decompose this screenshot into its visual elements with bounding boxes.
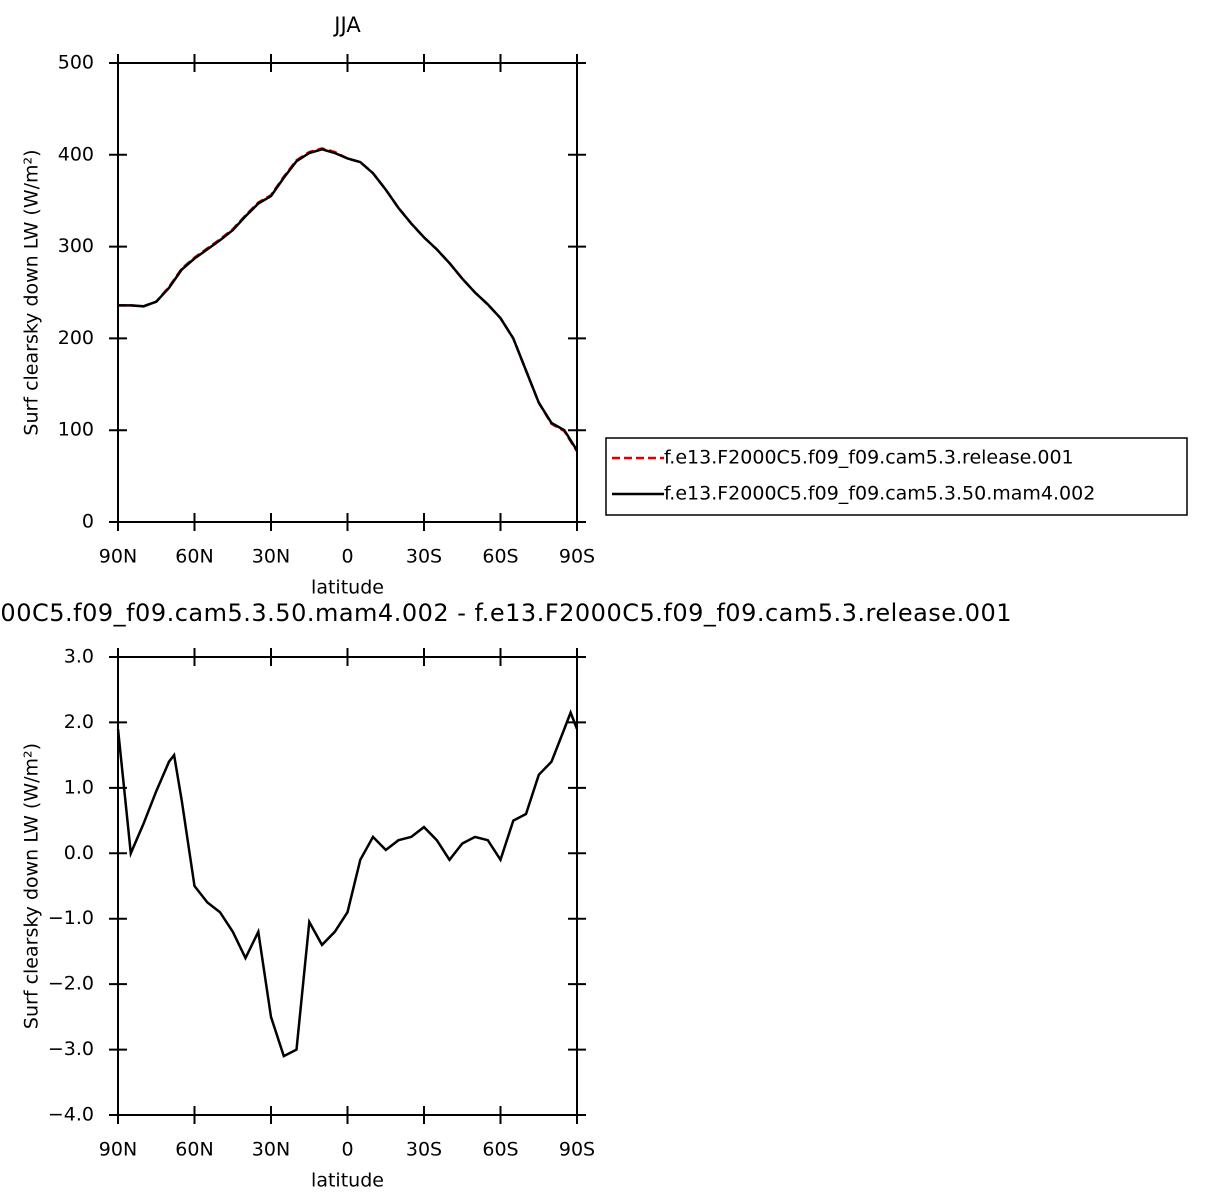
x-tick-label: 90S — [559, 546, 595, 568]
y-tick-label: 0.0 — [64, 842, 94, 864]
x-tick-label: 60S — [482, 546, 518, 568]
x-axis-label: latitude — [311, 577, 384, 599]
y-tick-label: 400 — [58, 143, 94, 165]
legend-box — [605, 437, 1188, 516]
data-line — [116, 709, 579, 1058]
y-tick-label: 100 — [58, 419, 94, 441]
data-line — [118, 147, 579, 452]
x-tick-label: 0 — [341, 546, 353, 568]
y-tick-label: −1.0 — [48, 907, 94, 929]
x-tick-label: 90N — [99, 1139, 137, 1161]
chart-title: f.e13.F2000C5.f09_f09.cam5.3.50.mam4.002… — [0, 599, 1012, 627]
y-tick-label: 200 — [58, 327, 94, 349]
y-tick-label: 0 — [82, 511, 94, 533]
x-tick-label: 60N — [175, 1139, 213, 1161]
y-axis-label: Surf clearsky down LW (W/m²) — [21, 743, 43, 1029]
x-tick-label: 90N — [99, 546, 137, 568]
y-tick-label: −4.0 — [48, 1104, 94, 1126]
x-tick-label: 60N — [175, 546, 213, 568]
x-tick-label: 0 — [341, 1139, 353, 1161]
plot-frame — [117, 656, 578, 1116]
y-axis-label: Surf clearsky down LW (W/m²) — [21, 149, 43, 435]
y-tick-label: 3.0 — [64, 646, 94, 668]
x-tick-label: 30N — [252, 546, 290, 568]
legend-label: f.e13.F2000C5.f09_f09.cam5.3.release.001 — [664, 447, 1074, 469]
y-tick-label: 1.0 — [64, 776, 94, 798]
legend-label: f.e13.F2000C5.f09_f09.cam5.3.50.mam4.002 — [664, 483, 1095, 505]
x-tick-label: 30S — [406, 546, 442, 568]
y-tick-label: 300 — [58, 235, 94, 257]
data-line — [118, 147, 579, 452]
y-tick-label: −2.0 — [48, 973, 94, 995]
x-tick-label: 30S — [406, 1139, 442, 1161]
plot-frame — [117, 62, 578, 523]
x-tick-label: 90S — [559, 1139, 595, 1161]
y-tick-label: 500 — [58, 52, 94, 74]
x-tick-label: 60S — [482, 1139, 518, 1161]
x-tick-label: 30N — [252, 1139, 290, 1161]
x-axis-label: latitude — [311, 1170, 384, 1192]
y-tick-label: −3.0 — [48, 1038, 94, 1060]
chart-title: JJA — [332, 13, 361, 37]
y-tick-label: 2.0 — [64, 711, 94, 733]
